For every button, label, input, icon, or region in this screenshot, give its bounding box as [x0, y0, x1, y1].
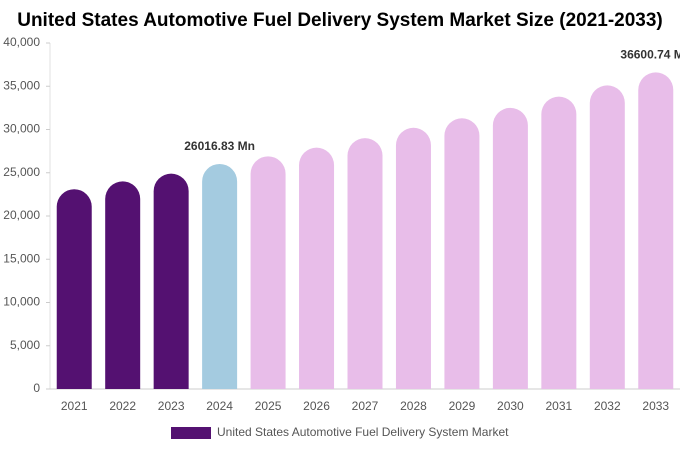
- x-tick-label: 2023: [158, 399, 185, 413]
- bar: [444, 118, 480, 390]
- bar: [492, 107, 528, 389]
- data-label: 36600.74 Mn: [620, 48, 680, 62]
- x-tick-label: 2033: [642, 399, 669, 413]
- legend-label: United States Automotive Fuel Delivery S…: [217, 425, 509, 439]
- bar: [589, 85, 625, 389]
- x-tick-label: 2022: [109, 399, 136, 413]
- x-tick-label: 2032: [594, 399, 621, 413]
- bar: [105, 181, 141, 389]
- y-tick-label: 10,000: [3, 295, 40, 309]
- x-tick-label: 2030: [497, 399, 524, 413]
- x-tick-label: 2028: [400, 399, 427, 413]
- legend-swatch: [171, 427, 211, 439]
- bar: [541, 96, 577, 389]
- y-tick-label: 0: [33, 381, 40, 395]
- x-tick-label: 2024: [206, 399, 233, 413]
- x-tick-label: 2025: [255, 399, 282, 413]
- bar: [250, 156, 286, 389]
- x-tick-label: 2027: [352, 399, 379, 413]
- bar: [347, 138, 383, 389]
- y-tick-label: 20,000: [3, 208, 40, 222]
- bar: [299, 147, 335, 389]
- y-tick-label: 40,000: [3, 35, 40, 49]
- chart-title: United States Automotive Fuel Delivery S…: [17, 10, 663, 31]
- x-tick-label: 2026: [303, 399, 330, 413]
- bar: [153, 173, 189, 389]
- y-tick-label: 5,000: [10, 338, 40, 352]
- bar: [395, 127, 431, 390]
- x-tick-label: 2031: [545, 399, 572, 413]
- y-tick-label: 30,000: [3, 122, 40, 136]
- x-tick-label: 2029: [449, 399, 476, 413]
- bar: [638, 72, 674, 390]
- y-tick-label: 15,000: [3, 251, 40, 265]
- y-tick-label: 25,000: [3, 165, 40, 179]
- bar: [202, 163, 238, 389]
- bar: [56, 189, 92, 389]
- data-label: 26016.83 Mn: [184, 139, 255, 153]
- x-tick-label: 2021: [61, 399, 88, 413]
- y-tick-label: 35,000: [3, 78, 40, 92]
